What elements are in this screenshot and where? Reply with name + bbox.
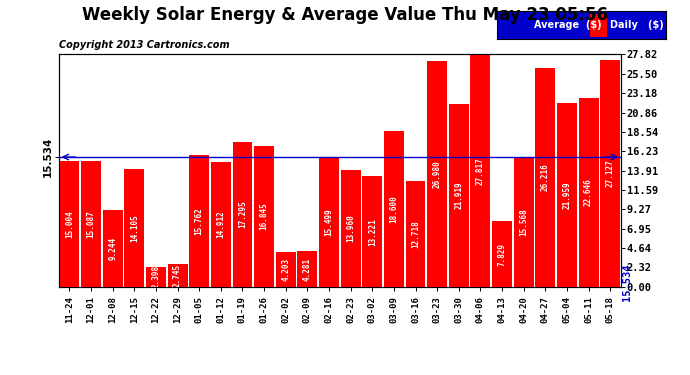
Text: 14.912: 14.912 bbox=[217, 211, 226, 238]
Bar bbox=[406, 181, 426, 287]
Text: 17.295: 17.295 bbox=[238, 201, 247, 228]
Bar bbox=[384, 131, 404, 287]
Text: 14.105: 14.105 bbox=[130, 214, 139, 242]
Bar bbox=[233, 142, 253, 287]
Text: 26.980: 26.980 bbox=[433, 160, 442, 188]
Text: 15.534: 15.534 bbox=[622, 264, 631, 301]
Text: 15.087: 15.087 bbox=[86, 210, 96, 238]
Bar bbox=[498, 14, 529, 37]
Text: 15.004: 15.004 bbox=[65, 210, 74, 238]
Text: 27.127: 27.127 bbox=[606, 160, 615, 188]
Text: 7.829: 7.829 bbox=[497, 243, 506, 266]
Bar bbox=[319, 158, 339, 287]
Bar bbox=[59, 162, 79, 287]
Text: 18.600: 18.600 bbox=[389, 195, 398, 223]
Text: 15.499: 15.499 bbox=[324, 208, 333, 236]
Bar bbox=[535, 68, 555, 287]
Text: 2.398: 2.398 bbox=[152, 265, 161, 288]
Text: 13.960: 13.960 bbox=[346, 214, 355, 242]
Bar bbox=[189, 155, 209, 287]
Text: 21.919: 21.919 bbox=[454, 182, 463, 209]
Bar bbox=[297, 251, 317, 287]
Bar bbox=[276, 252, 296, 287]
Bar bbox=[471, 54, 491, 287]
Bar bbox=[600, 60, 620, 287]
Bar bbox=[341, 170, 361, 287]
Text: 15.762: 15.762 bbox=[195, 207, 204, 235]
Bar bbox=[168, 264, 188, 287]
Text: 12.718: 12.718 bbox=[411, 220, 420, 248]
Bar bbox=[514, 157, 533, 287]
Bar bbox=[81, 161, 101, 287]
Bar bbox=[124, 169, 144, 287]
Bar bbox=[362, 176, 382, 287]
Text: 4.203: 4.203 bbox=[282, 258, 290, 281]
Bar bbox=[146, 267, 166, 287]
Bar bbox=[103, 210, 123, 287]
Text: 21.959: 21.959 bbox=[562, 181, 571, 209]
Bar bbox=[211, 162, 231, 287]
Text: 13.221: 13.221 bbox=[368, 218, 377, 246]
Text: 27.817: 27.817 bbox=[476, 157, 485, 184]
Bar bbox=[590, 14, 607, 37]
Text: Daily   ($): Daily ($) bbox=[610, 20, 664, 30]
Bar bbox=[427, 62, 447, 287]
Text: 22.646: 22.646 bbox=[584, 178, 593, 206]
Text: 2.745: 2.745 bbox=[173, 264, 182, 287]
Text: 9.244: 9.244 bbox=[108, 237, 117, 260]
Text: Weekly Solar Energy & Average Value Thu May 23 05:56: Weekly Solar Energy & Average Value Thu … bbox=[82, 6, 608, 24]
Bar bbox=[448, 104, 469, 287]
Bar bbox=[254, 146, 274, 287]
Bar bbox=[579, 98, 598, 287]
Text: 26.216: 26.216 bbox=[541, 164, 550, 191]
Text: Copyright 2013 Cartronics.com: Copyright 2013 Cartronics.com bbox=[59, 40, 229, 50]
Text: 15.568: 15.568 bbox=[519, 208, 528, 236]
Text: Average  ($): Average ($) bbox=[534, 20, 602, 30]
Text: 4.281: 4.281 bbox=[303, 257, 312, 280]
Bar bbox=[557, 104, 577, 287]
Bar bbox=[492, 222, 512, 287]
Text: 16.845: 16.845 bbox=[259, 202, 268, 230]
